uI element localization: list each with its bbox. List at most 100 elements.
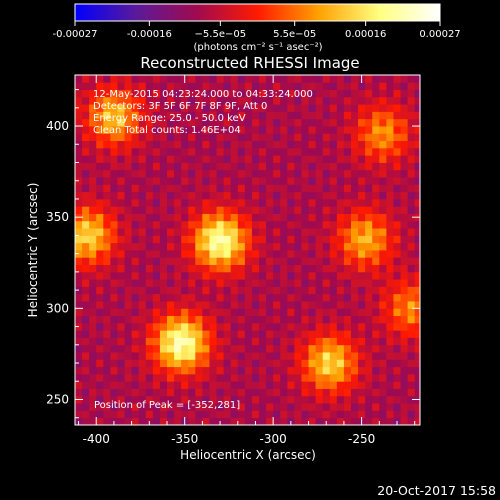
- heatmap-cell: [244, 162, 253, 171]
- colorbar-tick-label: −5.5e−05: [195, 29, 247, 40]
- heatmap-cell: [209, 330, 217, 338]
- heatmap-cell: [266, 308, 274, 317]
- heatmap-cell: [308, 264, 317, 273]
- heatmap-cell: [351, 381, 359, 389]
- heatmap-cell: [294, 242, 302, 251]
- heatmap-cell: [400, 184, 409, 193]
- heatmap-cell: [301, 206, 309, 214]
- heatmap-cell: [223, 184, 232, 193]
- heatmap-cell: [230, 89, 239, 98]
- heatmap-cell: [407, 388, 416, 397]
- heatmap-cell: [266, 293, 274, 302]
- heatmap-cell: [202, 96, 210, 105]
- heatmap-cell: [117, 301, 125, 309]
- heatmap-cell: [365, 322, 373, 331]
- heatmap-cell: [195, 410, 203, 419]
- heatmap-cell: [181, 395, 189, 404]
- heatmap-cell: [365, 96, 373, 105]
- heatmap-cell: [195, 147, 203, 156]
- heatmap-cell: [181, 279, 189, 287]
- heatmap-cell: [407, 118, 416, 127]
- heatmap-cell: [216, 242, 225, 251]
- heatmap-cell: [251, 213, 260, 222]
- heatmap-cell: [322, 162, 331, 171]
- heatmap-cell: [167, 147, 175, 156]
- heatmap-cell: [273, 235, 281, 244]
- heatmap-cell: [273, 155, 281, 163]
- heatmap-cell: [103, 82, 111, 90]
- heatmap-cell: [414, 133, 420, 142]
- heatmap-cell: [329, 198, 338, 207]
- heatmap-cell: [336, 271, 345, 280]
- heatmap-cell: [379, 381, 387, 389]
- heatmap-cell: [280, 264, 288, 273]
- heatmap-cell: [237, 264, 246, 273]
- heatmap-cell: [223, 228, 232, 236]
- heatmap-cell: [301, 315, 309, 324]
- heatmap-cell: [251, 140, 260, 149]
- heatmap-cell: [167, 403, 175, 411]
- heatmap-cell: [117, 359, 125, 368]
- heatmap-cell: [414, 75, 420, 83]
- heatmap-cell: [259, 417, 267, 425]
- heatmap-cell: [393, 366, 401, 375]
- heatmap-cell: [230, 308, 239, 317]
- heatmap-cell: [372, 352, 380, 360]
- heatmap-cell: [89, 322, 97, 331]
- heatmap-cell: [167, 228, 175, 236]
- heatmap-cell: [82, 301, 90, 309]
- heatmap-cell: [89, 111, 97, 120]
- heatmap-cell: [280, 162, 288, 171]
- heatmap-cell: [294, 315, 302, 324]
- heatmap-cell: [266, 352, 274, 360]
- colorbar: -0.00027 -0.00016 −5.5e−05 5.5e−05 0.00016 0.…: [53, 3, 461, 53]
- heatmap-cell: [138, 388, 147, 397]
- heatmap-cell: [230, 373, 239, 382]
- heatmap-cell: [336, 184, 345, 193]
- heatmap-cell: [216, 162, 225, 171]
- heatmap-cell: [152, 213, 161, 222]
- heatmap-cell: [280, 315, 288, 324]
- heatmap-cell: [89, 126, 97, 134]
- heatmap-cell: [308, 184, 317, 193]
- heatmap-cell: [223, 169, 232, 178]
- heatmap-cell: [138, 220, 147, 229]
- heatmap-cell: [294, 118, 302, 127]
- heatmap-cell: [103, 373, 111, 382]
- heatmap-cell: [266, 96, 274, 105]
- heatmap-cell: [145, 126, 154, 134]
- heatmap-cell: [343, 133, 352, 142]
- heatmap-cell: [195, 301, 203, 309]
- heatmap-cell: [407, 126, 416, 134]
- heatmap-cell: [152, 75, 161, 83]
- heatmap-cell: [181, 155, 189, 163]
- heatmap-cell: [124, 344, 133, 353]
- heatmap-cell: [138, 140, 147, 149]
- heatmap-cell: [103, 228, 111, 236]
- heatmap-cell: [393, 344, 401, 353]
- heatmap-cell: [280, 352, 288, 360]
- heatmap-cell: [167, 75, 175, 83]
- heatmap-cell: [372, 322, 380, 331]
- heatmap-cell: [400, 257, 409, 265]
- heatmap-cell: [138, 366, 147, 375]
- heatmap-cell: [329, 184, 338, 193]
- heatmap-cell: [294, 82, 302, 90]
- heatmap-cell: [167, 191, 175, 200]
- heatmap-cell: [145, 381, 154, 389]
- heatmap-cell: [308, 293, 317, 302]
- heatmap-cell: [188, 228, 196, 236]
- heatmap-cell: [287, 279, 295, 287]
- heatmap-cell: [82, 169, 90, 178]
- heatmap-cell: [244, 133, 253, 142]
- heatmap-cell: [372, 177, 380, 185]
- heatmap-cell: [280, 395, 288, 404]
- heatmap-cell: [372, 133, 380, 142]
- heatmap-cell: [266, 104, 274, 112]
- heatmap-cell: [237, 133, 246, 142]
- heatmap-cell: [266, 82, 274, 90]
- chart-title: Reconstructed RHESSI Image: [140, 54, 359, 72]
- heatmap-cell: [124, 337, 133, 346]
- heatmap-cell: [209, 337, 217, 346]
